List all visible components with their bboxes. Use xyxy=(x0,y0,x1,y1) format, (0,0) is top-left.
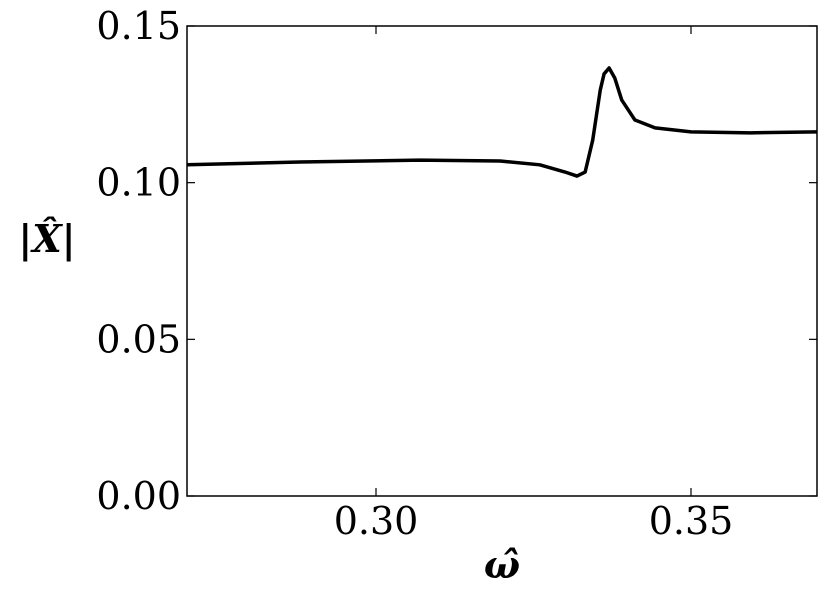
y-tick-label: 0.15 xyxy=(96,4,181,48)
y-axis-label: |X̂| xyxy=(18,216,75,261)
line-series xyxy=(186,66,818,178)
x-tick-label: 0.30 xyxy=(334,499,419,543)
y-tick-label: 0.05 xyxy=(96,317,181,361)
y-tick-label: 0.00 xyxy=(96,474,181,518)
y-tick-label: 0.10 xyxy=(96,161,181,205)
plot-frame xyxy=(186,25,818,497)
x-axis-label: ω̂ xyxy=(484,542,520,587)
x-tick-label: 0.35 xyxy=(649,499,734,543)
